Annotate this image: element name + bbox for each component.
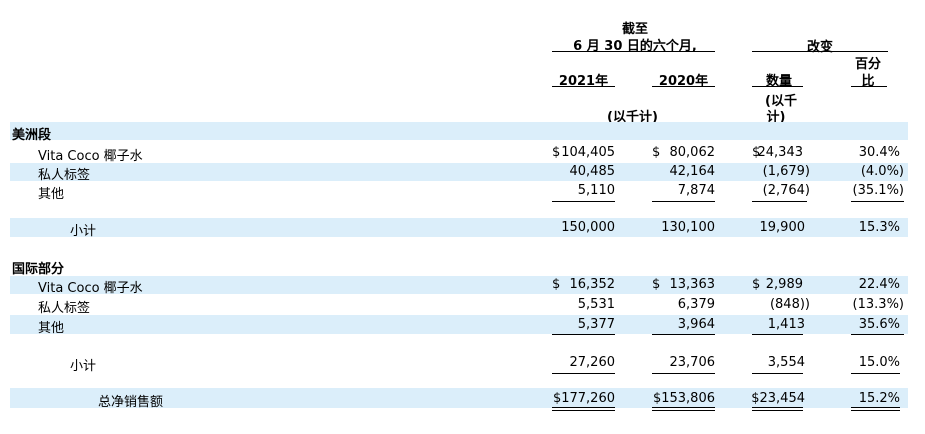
international-row-pct: 22.4% xyxy=(858,277,900,292)
period-header-underline xyxy=(552,51,715,52)
international-row-2021: 5,531 xyxy=(577,297,615,312)
international-row-2020: 3,964 xyxy=(677,317,715,332)
period-header-line2: 6 月 30 日的六个月, xyxy=(573,39,697,54)
americas-title-band xyxy=(10,122,908,140)
amount-header-underline xyxy=(752,86,803,87)
total-change: $23,454 xyxy=(751,391,805,406)
international-row-label: 私人标签 xyxy=(38,301,91,316)
total-2020: $153,806 xyxy=(652,391,715,406)
total-band xyxy=(10,388,908,408)
americas-row-pct: (35.1%) xyxy=(852,183,904,198)
americas-subtotal-2020: 130,100 xyxy=(661,220,715,235)
international-subtotal-2020-underline xyxy=(652,373,715,374)
period-header-line1: 截至 xyxy=(621,22,648,37)
americas-row-change: (1,679) xyxy=(762,164,810,179)
total-2021: $177,260 xyxy=(552,391,615,406)
americas-row-change-value: 24,343 xyxy=(757,145,804,160)
americas-row-pct: 30.4% xyxy=(858,145,900,160)
americas-row-pct: (4.0%) xyxy=(860,164,904,179)
americas-row-change: (2,764) xyxy=(762,183,810,198)
international-subtotal-change-underline xyxy=(752,373,803,374)
change-unit-note-line1: (以千 xyxy=(765,94,797,109)
americas-subtotal-2021: 150,000 xyxy=(561,220,615,235)
total-label: 总净销售额 xyxy=(98,395,164,410)
international-section-title: 国际部分 xyxy=(12,262,65,277)
international-2021-underline xyxy=(552,334,615,335)
total-pct-double-underline xyxy=(851,407,900,411)
year-2020-header: 2020年 xyxy=(658,74,709,89)
americas-subtotal-change: 19,900 xyxy=(759,220,806,235)
international-row-label: 其他 xyxy=(38,321,65,336)
year-2021-underline xyxy=(552,86,615,87)
americas-row-band xyxy=(10,163,908,181)
americas-section-title: 美洲段 xyxy=(12,128,52,143)
percent-header-underline xyxy=(851,86,887,87)
americas-row-2021: 5,110 xyxy=(577,183,615,198)
americas-2020-underline xyxy=(652,201,715,202)
americas-row-label: 私人标签 xyxy=(38,168,91,183)
international-row-pct: (13.3%) xyxy=(852,297,904,312)
international-subtotal-change: 3,554 xyxy=(767,355,805,370)
percent-header-line1: 百分 xyxy=(854,57,881,72)
international-row-2020: 6,379 xyxy=(677,297,715,312)
change-header-underline xyxy=(752,51,888,52)
international-pct-underline xyxy=(851,334,904,335)
international-row-2020-value: 13,363 xyxy=(669,277,716,292)
amount-header: 数量 xyxy=(765,74,792,89)
americas-pct-underline xyxy=(851,201,904,202)
americas-subtotal-pct: 15.3% xyxy=(858,220,900,235)
year-2021-header: 2021年 xyxy=(558,74,609,89)
international-change-underline xyxy=(752,334,803,335)
international-row-change-value: 2,989 xyxy=(765,277,803,292)
total-pct: 15.2% xyxy=(858,391,900,406)
international-row-change: 1,413 xyxy=(767,317,805,332)
international-row-pct: 35.6% xyxy=(858,317,900,332)
americas-row-2020: 7,874 xyxy=(677,183,715,198)
change-unit-note-line2: 计) xyxy=(766,110,786,125)
unit-note: (以千计) xyxy=(607,110,658,125)
percent-header-line2: 比 xyxy=(861,74,875,89)
international-subtotal-2020: 23,706 xyxy=(669,355,716,370)
americas-2021-underline xyxy=(552,201,615,202)
americas-row-2021: 40,485 xyxy=(569,164,616,179)
americas-row-2020: 42,164 xyxy=(669,164,716,179)
americas-row-2020-value: 80,062 xyxy=(669,145,716,160)
international-subtotal-pct-underline xyxy=(851,373,900,374)
international-subtotal-2021: 27,260 xyxy=(569,355,616,370)
international-row-2021: 5,377 xyxy=(577,317,615,332)
total-2021-double-underline xyxy=(552,407,615,411)
international-2020-underline xyxy=(652,334,715,335)
international-row-2021-value: 16,352 xyxy=(569,277,616,292)
international-row-change: (848)) xyxy=(769,297,810,312)
americas-change-underline xyxy=(752,201,807,202)
total-change-double-underline xyxy=(752,407,803,411)
americas-subtotal-label: 小计 xyxy=(70,224,97,239)
year-2020-underline xyxy=(652,86,715,87)
americas-row-label: Vita Coco 椰子水 xyxy=(38,149,143,164)
international-row-band xyxy=(10,315,908,334)
international-subtotal-label: 小计 xyxy=(70,359,97,374)
total-2020-double-underline xyxy=(652,407,715,411)
americas-row-label: 其他 xyxy=(38,187,65,202)
americas-row-2021-value: 104,405 xyxy=(561,145,615,160)
americas-subtotal-band xyxy=(10,218,908,237)
international-subtotal-2021-underline xyxy=(552,373,615,374)
international-subtotal-pct: 15.0% xyxy=(858,355,900,370)
international-row-label: Vita Coco 椰子水 xyxy=(38,281,143,296)
international-row-band xyxy=(10,276,908,294)
